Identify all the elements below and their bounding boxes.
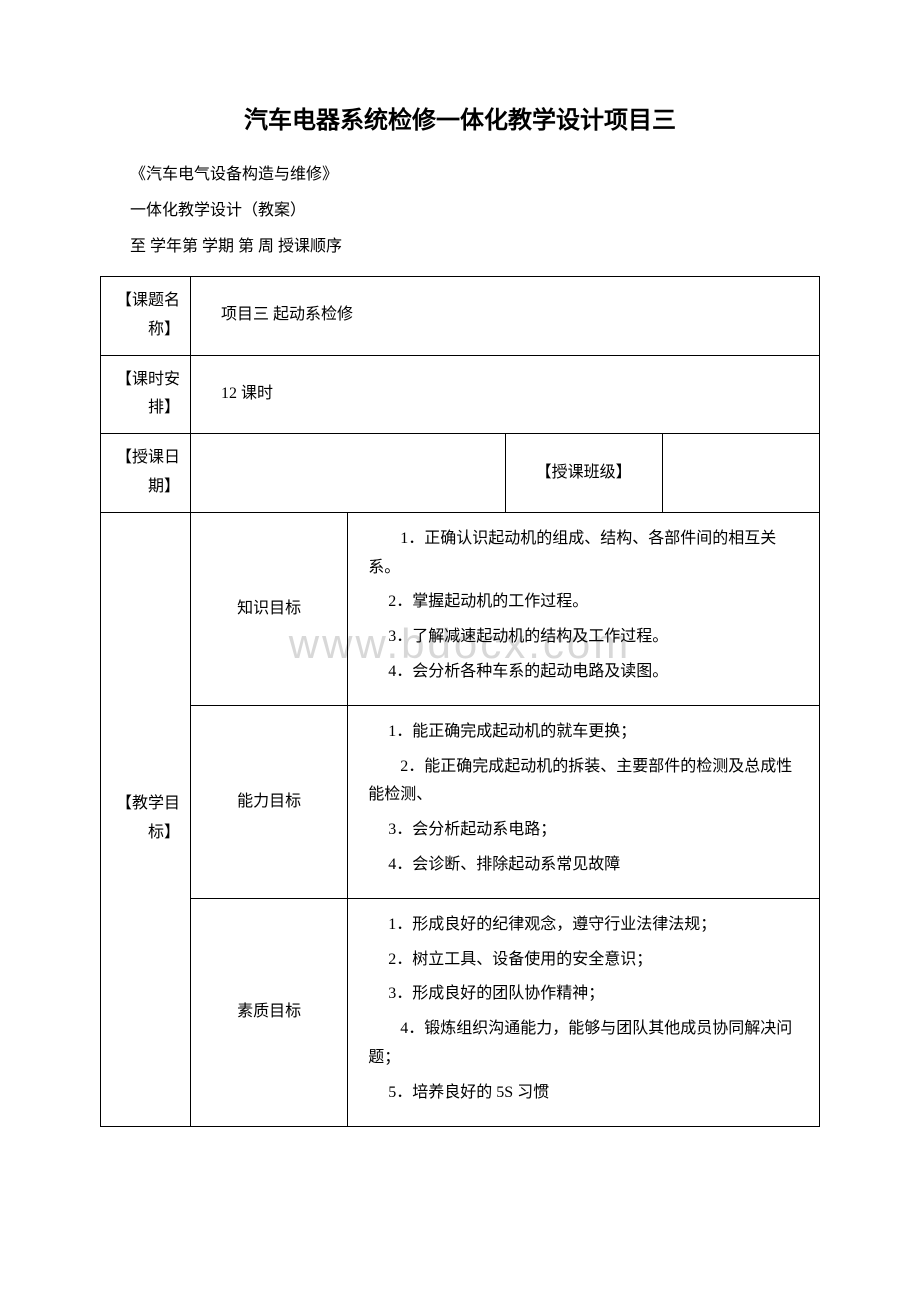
list-item: 4．会分析各种车系的起动电路及读图。 — [358, 658, 804, 687]
project-name-value: 项目三 起动系检修 — [191, 277, 820, 356]
project-name-label: 【课题名称】 — [101, 277, 191, 356]
lesson-plan-table: 【课题名称】 项目三 起动系检修 【课时安排】 12 课时 【授课日期】 【授课… — [100, 276, 820, 1127]
table-row: 【课时安排】 12 课时 — [101, 355, 820, 434]
teach-date-label: 【授课日期】 — [101, 434, 191, 513]
knowledge-goal-content: 1．正确认识起动机的组成、结构、各部件间的相互关系。 2．掌握起动机的工作过程。… — [348, 512, 820, 705]
list-item: 3．会分析起动系电路； — [358, 816, 804, 845]
table-row: 【课题名称】 项目三 起动系检修 — [101, 277, 820, 356]
ability-goal-content: 1．能正确完成起动机的就车更换； 2．能正确完成起动机的拆装、主要部件的检测及总… — [348, 705, 820, 898]
hours-value: 12 课时 — [191, 355, 820, 434]
knowledge-goal-label: 知识目标 — [191, 512, 348, 705]
subtitle-line-1: 《汽车电气设备构造与维修》 — [100, 160, 820, 184]
list-item: 3．了解减速起动机的结构及工作过程。 — [358, 623, 804, 652]
list-item: 5．培养良好的 5S 习惯 — [358, 1079, 804, 1108]
teach-class-label: 【授课班级】 — [505, 434, 662, 513]
table-row: 素质目标 1．形成良好的纪律观念，遵守行业法律法规； 2．树立工具、设备使用的安… — [101, 898, 820, 1126]
list-item: 2．掌握起动机的工作过程。 — [358, 588, 804, 617]
meta-line: 至 学年第 学期 第 周 授课顺序 — [100, 232, 820, 256]
list-item: 2．树立工具、设备使用的安全意识； — [358, 946, 804, 975]
table-row: 【教学目标】 知识目标 1．正确认识起动机的组成、结构、各部件间的相互关系。 2… — [101, 512, 820, 705]
list-item: 4．锻炼组织沟通能力，能够与团队其他成员协同解决问题； — [358, 1015, 804, 1073]
ability-goal-label: 能力目标 — [191, 705, 348, 898]
teach-goal-label: 【教学目标】 — [101, 512, 191, 1126]
hours-label: 【课时安排】 — [101, 355, 191, 434]
list-item: 1．正确认识起动机的组成、结构、各部件间的相互关系。 — [358, 525, 804, 583]
list-item: 2．能正确完成起动机的拆装、主要部件的检测及总成性能检测、 — [358, 753, 804, 811]
list-item: 3．形成良好的团队协作精神； — [358, 980, 804, 1009]
table-row: 能力目标 1．能正确完成起动机的就车更换； 2．能正确完成起动机的拆装、主要部件… — [101, 705, 820, 898]
subtitle-line-2: 一体化教学设计（教案） — [100, 196, 820, 220]
quality-goal-content: 1．形成良好的纪律观念，遵守行业法律法规； 2．树立工具、设备使用的安全意识； … — [348, 898, 820, 1126]
document-content: 汽车电器系统检修一体化教学设计项目三 《汽车电气设备构造与维修》 一体化教学设计… — [100, 100, 820, 1127]
quality-goal-label: 素质目标 — [191, 898, 348, 1126]
teach-date-value — [191, 434, 506, 513]
teach-class-value — [662, 434, 819, 513]
list-item: 1．形成良好的纪律观念，遵守行业法律法规； — [358, 911, 804, 940]
document-title: 汽车电器系统检修一体化教学设计项目三 — [100, 100, 820, 135]
table-row: 【授课日期】 【授课班级】 — [101, 434, 820, 513]
list-item: 4．会诊断、排除起动系常见故障 — [358, 851, 804, 880]
list-item: 1．能正确完成起动机的就车更换； — [358, 718, 804, 747]
